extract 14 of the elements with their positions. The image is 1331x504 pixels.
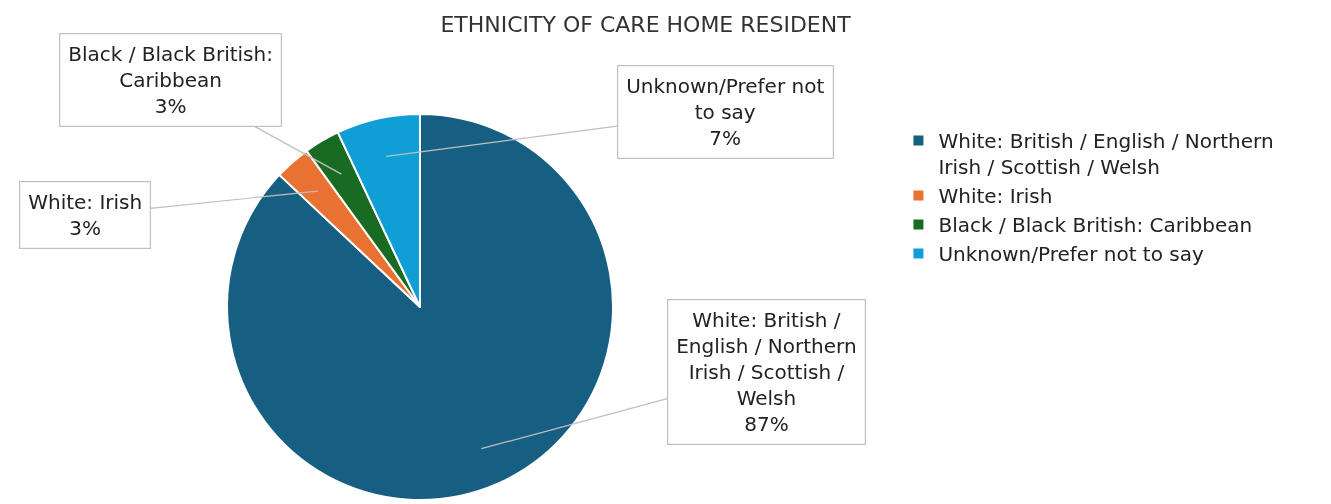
data-label: 3%: [154, 94, 187, 119]
chart-title: ETHNICITY OF CARE HOME RESIDENT: [440, 11, 852, 37]
pie-slice: [226, 113, 614, 501]
slice-label: Unknown/Prefer not to say: [626, 74, 825, 125]
slice-label: White: Irish: [28, 190, 143, 215]
data-label: 87%: [744, 412, 789, 437]
data-label: 3%: [69, 216, 102, 241]
slice-label: White: British / English / Northern Irish / Scottish / Welsh: [676, 308, 857, 411]
legend-label: Black / Black British: Caribbean: [938, 213, 1253, 238]
legend-label: Unknown/Prefer not to say: [938, 242, 1204, 267]
legend-label: White: British / English / Northern Irish / Scottish / Welsh: [938, 129, 1274, 180]
data-label: 7%: [709, 126, 742, 151]
legend-label: White: Irish: [938, 184, 1053, 209]
slice-label: Black / Black British: Caribbean: [68, 42, 273, 93]
